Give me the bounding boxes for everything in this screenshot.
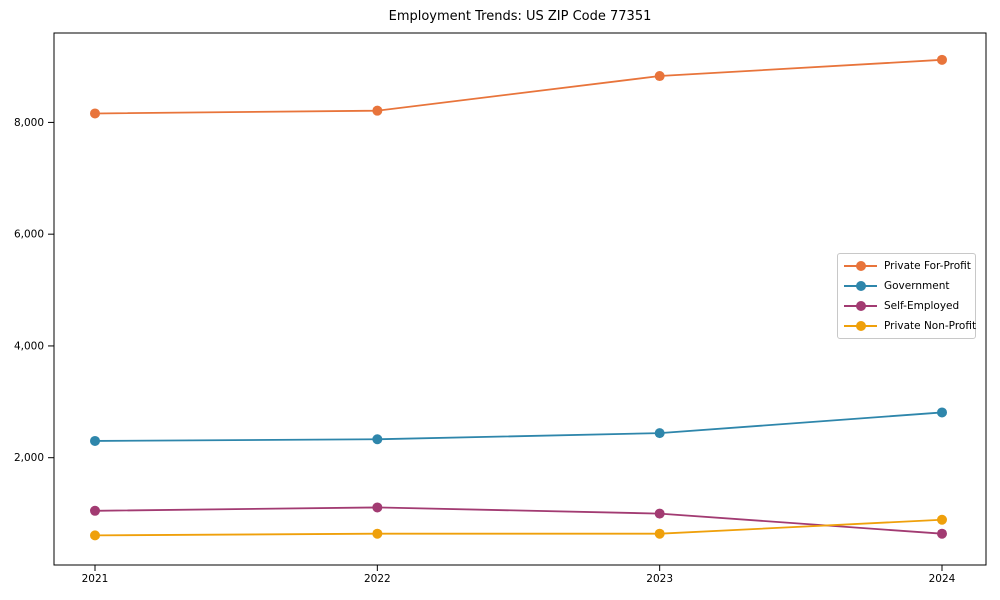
y-tick-label: 6,000 [14, 229, 44, 241]
y-tick-label: 4,000 [14, 340, 44, 352]
legend-label: Self-Employed [884, 300, 960, 312]
legend-marker-icon [844, 261, 877, 271]
marker-government [372, 434, 383, 445]
marker-self-employed [937, 528, 947, 539]
x-tick-label: 2024 [929, 573, 956, 585]
legend: Private For-Profit Government Self-Employe… [837, 253, 976, 339]
marker-self-employed [90, 505, 100, 516]
marker-private-non-profit [937, 514, 947, 525]
line-self-employed [94, 506, 943, 535]
legend-marker-icon [844, 281, 877, 291]
marker-private-for-profit [937, 54, 947, 65]
x-tick-label: 2023 [646, 573, 673, 585]
marker-private-for-profit [654, 71, 665, 82]
line-private-non-profit [94, 518, 943, 537]
marker-private-for-profit [90, 108, 100, 119]
marker-self-employed [654, 508, 665, 519]
chart-title: Employment Trends: US ZIP Code 77351 [388, 9, 652, 24]
legend-item: Self-Employed [844, 297, 969, 315]
x-tick-label: 2022 [364, 573, 391, 585]
marker-government [937, 407, 947, 418]
marker-private-non-profit [372, 528, 383, 539]
marker-self-employed [372, 502, 383, 513]
plot-border [53, 32, 987, 566]
x-tick-label: 2021 [82, 573, 109, 585]
y-tick-label: 2,000 [14, 452, 44, 464]
marker-private-non-profit [654, 528, 665, 539]
line-private-for-profit [94, 58, 943, 115]
marker-private-non-profit [90, 530, 100, 541]
y-tick-label: 8,000 [14, 117, 44, 129]
legend-item: Private For-Profit [844, 257, 971, 275]
legend-item: Government [844, 277, 969, 295]
marker-government [90, 435, 100, 446]
marker-private-for-profit [372, 105, 383, 116]
legend-label: Private Non-Profit [884, 320, 977, 332]
line-government [94, 411, 943, 442]
legend-label: Government [884, 280, 950, 292]
marker-government [654, 428, 665, 439]
legend-item: Private Non-Profit [844, 317, 976, 335]
legend-marker-icon [844, 301, 877, 311]
legend-label: Private For-Profit [884, 260, 971, 272]
legend-marker-icon [844, 321, 877, 331]
